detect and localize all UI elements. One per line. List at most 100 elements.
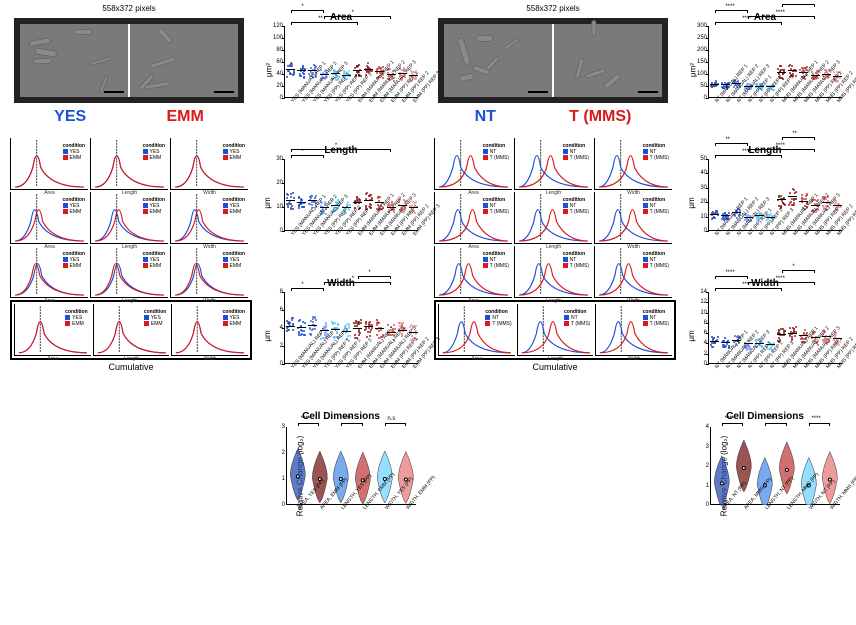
density-plot: WidthconditionYESEMM (171, 304, 248, 356)
density-plot: WidthconditionNTT (MMS) (594, 138, 672, 190)
density-plot: AreaconditionYESEMM (10, 246, 88, 298)
density-plot: LengthconditionYESEMM (90, 138, 168, 190)
density-plot: LengthconditionNTT (MMS) (514, 246, 592, 298)
xticks: YES (MANUAL) REP 1YES (MANUAL) REP 2YES … (284, 233, 418, 263)
scatter-plot-area: Areaμm²050100150200250300*************NT… (684, 12, 846, 127)
sig-label: **** (768, 416, 777, 422)
density-plot: AreaconditionNTT (MMS) (438, 304, 515, 356)
violin-shape (711, 427, 733, 505)
sig-bracket (715, 288, 782, 291)
density-xlabel: Length (548, 356, 563, 362)
sig-bracket (782, 137, 816, 140)
density-row: AreaconditionYESEMMLengthconditionYESEMM… (10, 246, 252, 298)
sig-bracket (765, 423, 787, 426)
sig-bracket (291, 155, 325, 158)
violin-shape (287, 427, 309, 505)
xticks: YES (MANUAL) REP 1YES (MANUAL) REP 2YES … (284, 366, 418, 396)
sig-bracket (809, 423, 831, 426)
density-legend: conditionYESEMM (222, 250, 247, 270)
density-plot: WidthconditionYESEMM (170, 246, 248, 298)
density-legend: conditionYESEMM (62, 142, 87, 162)
density-plot: AreaconditionYESEMM (10, 138, 88, 190)
micrograph-dim-label: 558x372 pixels (438, 4, 668, 13)
panel-yes-emm: 558x372 pixelsYESEMMAreaconditionYESEMML… (8, 0, 428, 625)
sig-label: **** (776, 10, 785, 16)
jitter-group (710, 159, 719, 230)
sig-label: **** (776, 276, 785, 282)
density-legend: conditionNTT (MMS) (642, 142, 670, 162)
sig-label: n.s (387, 416, 395, 422)
density-legend: conditionNTT (MMS) (562, 196, 590, 216)
sig-label: **** (811, 416, 820, 422)
density-plot: LengthconditionNTT (MMS) (517, 304, 594, 356)
density-plot: LengthconditionYESEMM (90, 246, 168, 298)
sig-bracket (298, 423, 320, 426)
sig-label: ** (792, 131, 797, 137)
sig-bracket (358, 276, 392, 279)
density-legend: conditionYESEMM (222, 308, 247, 328)
density-legend: conditionNTT (MMS) (484, 308, 512, 328)
density-legend: conditionNTT (MMS) (642, 250, 670, 270)
condition-a-label: YES (54, 108, 86, 126)
density-legend: conditionYESEMM (62, 196, 87, 216)
plot-title: Cell Dimensions (684, 411, 846, 422)
sig-bracket (291, 288, 325, 291)
density-legend: conditionNTT (MMS) (482, 196, 510, 216)
density-xlabel: Area (472, 356, 483, 362)
condition-labels: NTT (MMS) (438, 108, 668, 126)
density-legend: conditionYESEMM (142, 142, 167, 162)
condition-b-label: T (MMS) (569, 108, 631, 126)
sig-label: * (792, 0, 794, 4)
xticks: AREA, YES (PP)AREA, EMM (PP)LENGTH, YES … (286, 507, 416, 541)
xticks: NT (MANUAL) REP 1NT (MANUAL) REP 2NT (MA… (708, 233, 842, 263)
jitter-group (286, 292, 295, 363)
scatter-plot-length: Lengthμm0102030**YES (MANUAL) REP 1YES (… (260, 145, 422, 260)
density-plot: LengthconditionNTT (MMS) (514, 192, 592, 244)
density-plot: WidthconditionYESEMM (170, 192, 248, 244)
ylabel: μm (687, 197, 696, 208)
density-legend: conditionYESEMM (64, 308, 89, 328)
xticks: NT (MANUAL) REP 1NT (MANUAL) REP 2NT (MA… (708, 100, 842, 130)
density-row: AreaconditionNTT (MMS)LengthconditionNTT… (434, 246, 676, 298)
scatter-column: Areaμm²050100150200250300*************NT… (684, 12, 846, 541)
ylabel: μm (263, 330, 272, 341)
micrograph (14, 18, 244, 103)
density-plot: AreaconditionNTT (MMS) (434, 246, 512, 298)
scatter-plot-width: Widthμm02468101214*************NT (MANUA… (684, 278, 846, 393)
sig-label: * (301, 4, 303, 10)
ylabel: μm² (264, 63, 273, 77)
density-legend: conditionYESEMM (142, 196, 167, 216)
cumulative-label: Cumulative (10, 362, 252, 372)
jitter-group (286, 26, 295, 97)
density-legend: conditionNTT (MMS) (563, 308, 591, 328)
density-plot: LengthconditionYESEMM (93, 304, 170, 356)
sig-bracket (715, 143, 749, 146)
sig-label: * (792, 264, 794, 270)
sig-label: ** (318, 16, 323, 22)
micrograph (438, 18, 668, 103)
sig-bracket (782, 270, 816, 273)
sig-bracket (291, 10, 325, 13)
density-plot: LengthconditionNTT (MMS) (514, 138, 592, 190)
density-plot: WidthconditionNTT (MMS) (594, 246, 672, 298)
sig-bracket (291, 22, 358, 25)
sig-bracket (722, 423, 744, 426)
sig-label: **** (725, 416, 734, 422)
density-legend: conditionYESEMM (142, 250, 167, 270)
density-xlabel: Width (628, 356, 641, 362)
sig-label: * (368, 270, 370, 276)
sig-bracket (748, 149, 815, 152)
sig-bracket (782, 4, 816, 7)
xticks: NT (MANUAL) REP 1NT (MANUAL) REP 2NT (MA… (708, 366, 842, 396)
scatter-plot-area: Areaμm²020406080100120****YES (MANUAL) R… (260, 12, 422, 127)
density-legend: conditionYESEMM (222, 142, 247, 162)
sig-label: * (335, 143, 337, 149)
sig-label: **** (725, 270, 734, 276)
sig-bracket (291, 149, 392, 152)
density-grid: AreaconditionNTT (MMS)LengthconditionNTT… (434, 138, 676, 372)
density-plot: AreaconditionYESEMM (10, 192, 88, 244)
density-row: AreaconditionNTT (MMS)LengthconditionNTT… (434, 192, 676, 244)
scatter-plot-width: Widthμm02468***YES (MANUAL) REP 1YES (MA… (260, 278, 422, 393)
density-legend: conditionYESEMM (62, 250, 87, 270)
sig-bracket (748, 16, 815, 19)
